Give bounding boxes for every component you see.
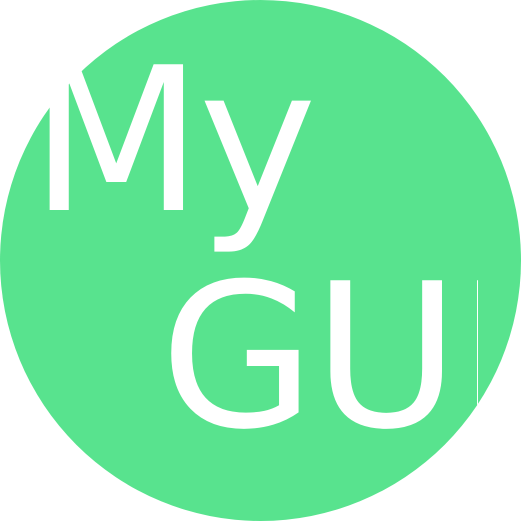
logo-text-gui: GUI (160, 241, 478, 474)
logo-text-gui-cut: GUI (160, 241, 478, 474)
logo-text-my: My (30, 25, 317, 258)
